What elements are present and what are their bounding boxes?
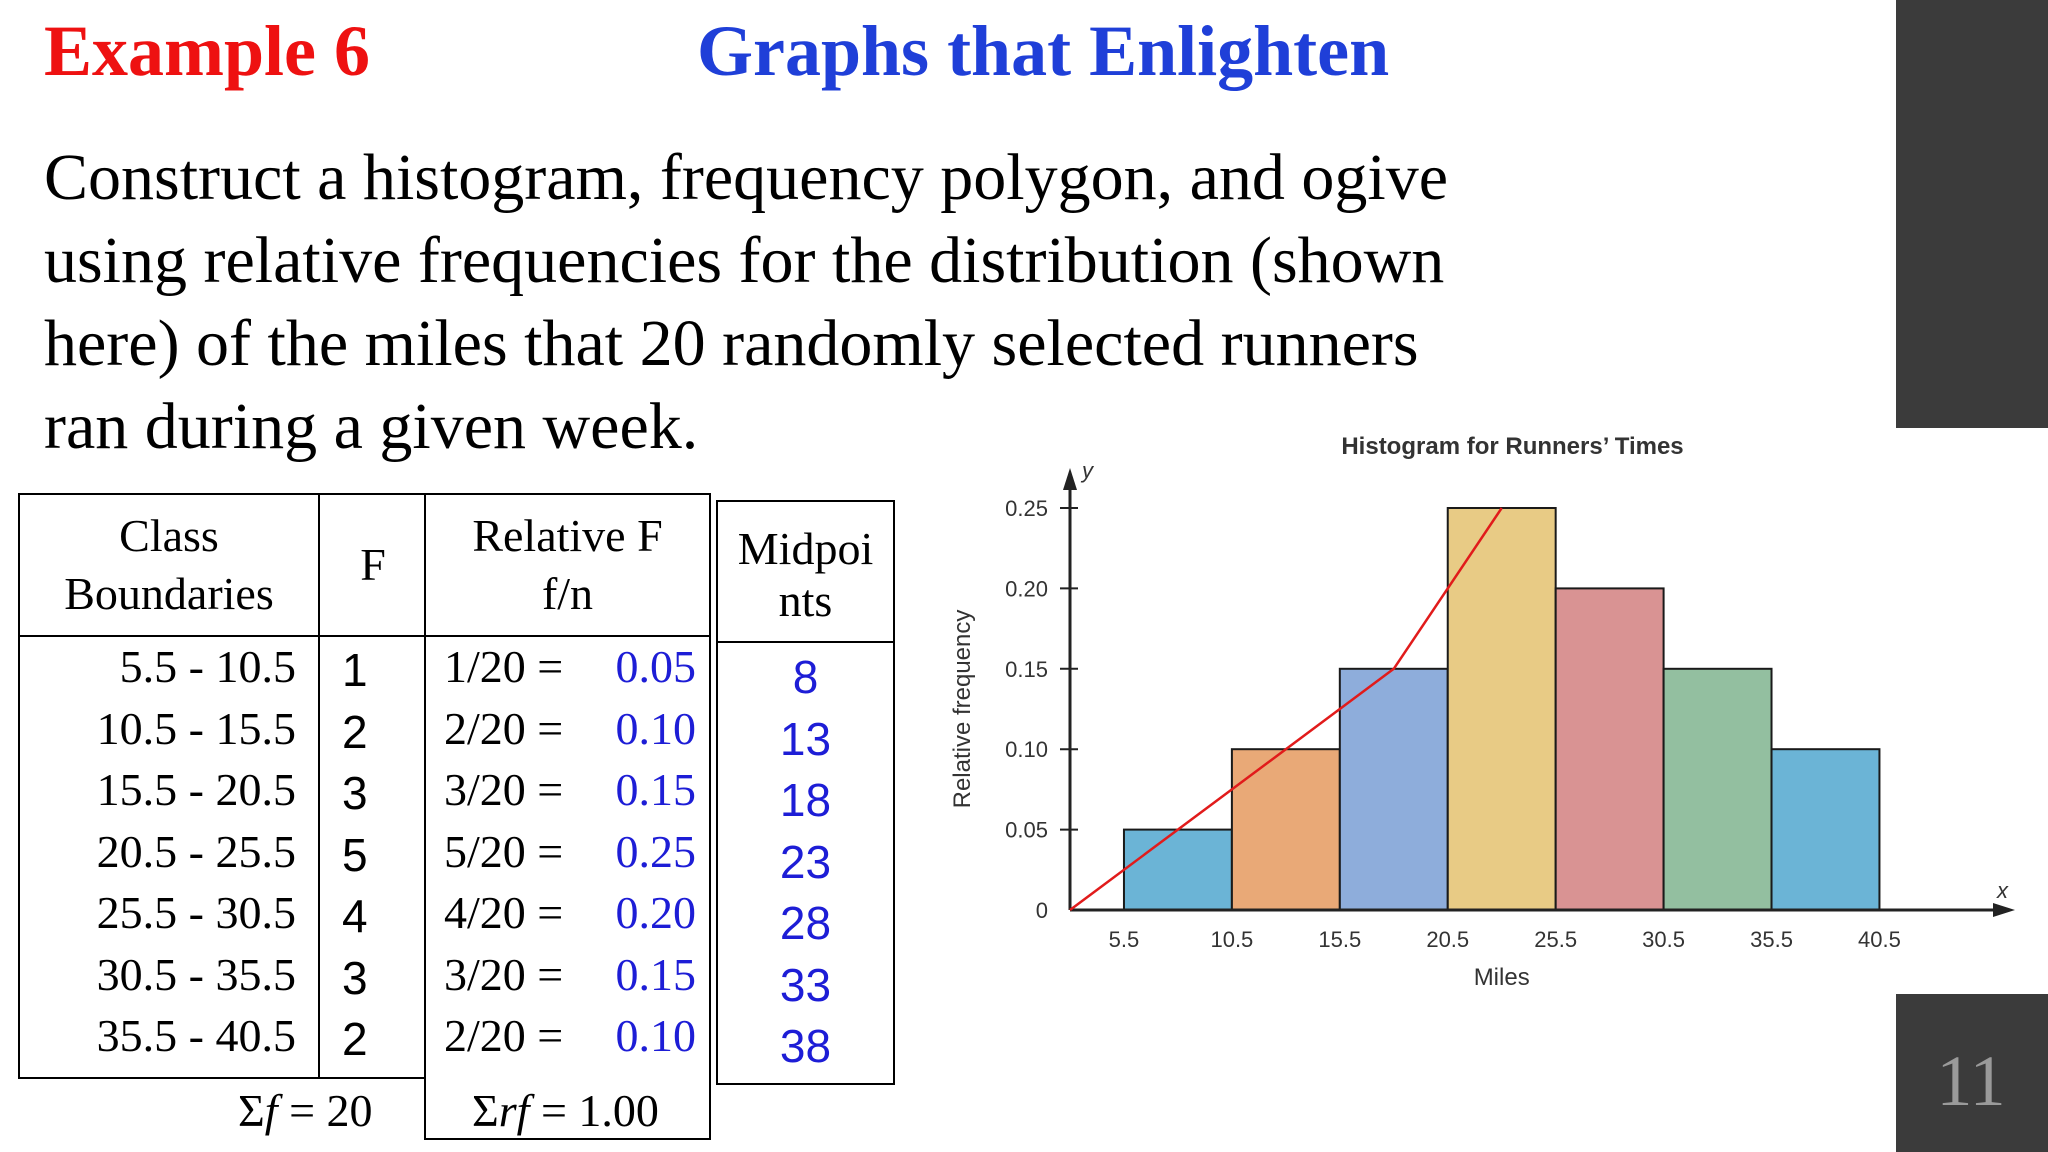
fraction-cell: 3/20 = [444, 764, 564, 815]
histogram-bar [1554, 587, 1665, 911]
relative-frequency-table: Relative F f/n 1/20 = 0.05 2/20 = 0.10 3/20 … [424, 493, 711, 1140]
x-tick-label: 20.5 [1426, 927, 1469, 952]
header-midpoints: Midpoi [737, 523, 874, 574]
y-tick-label: 0.15 [1005, 657, 1048, 682]
x-axis-letter: x [1996, 878, 2009, 903]
header-boundaries: Boundaries [64, 568, 274, 619]
fraction-cell: 5/20 = [444, 825, 564, 877]
fraction-cell: 2/20 = [444, 702, 564, 754]
histogram-chart: Histogram for Runners’ Times y x 0 0.05 0.10 0… [949, 433, 2015, 991]
relative-frequency-cell: 0.20 [615, 887, 697, 938]
fraction-cell: 3/20 = [444, 948, 564, 1000]
y-tick-label: 0.10 [1005, 737, 1048, 762]
x-tick-label: 25.5 [1534, 927, 1577, 952]
midpoint-cell: 28 [779, 897, 832, 949]
sum-var: f [264, 1085, 278, 1136]
relative-frequency-cell: 0.10 [615, 1010, 697, 1061]
page-title: Graphs that Enlighten [697, 11, 1390, 91]
sidebar-dark-bottom [1896, 994, 2048, 1152]
relative-frequency-cell: 0.05 [615, 641, 697, 692]
frequency-cell: 2 [342, 705, 368, 758]
x-tick-label: 5.5 [1109, 927, 1140, 952]
header-f: F [360, 539, 386, 590]
class-frequency-table: Class Boundaries F 5.5 - 10.5 1 10.5 - 15.… [18, 493, 426, 1079]
table-header [20, 495, 424, 637]
relative-frequency-cell: 0.25 [615, 825, 697, 877]
class-boundaries-cell: 10.5 - 15.5 [96, 702, 296, 754]
class-boundaries-cell: 5.5 - 10.5 [119, 641, 296, 692]
sum-symbol: Σ [472, 1085, 499, 1136]
midpoints-table: Midpoi nts 8 13 18 23 28 33 38 [716, 500, 895, 1085]
y-tick-label: 0.20 [1005, 576, 1048, 601]
frequency-cell: 5 [342, 828, 368, 881]
problem-line: ran during a given week. [44, 390, 699, 463]
x-tick-label: 10.5 [1210, 927, 1253, 952]
frequency-polygon-line [1069, 507, 1503, 912]
frequency-cell: 3 [342, 767, 368, 819]
x-tick-label: 15.5 [1318, 927, 1361, 952]
class-boundaries-cell: 30.5 - 35.5 [96, 948, 296, 1000]
y-axis-label: Relative frequency [949, 610, 976, 809]
midpoint-cell: 18 [779, 774, 832, 826]
header-relative-f: Relative F [472, 510, 663, 561]
midpoint-cell: 38 [779, 1020, 832, 1072]
class-boundaries-cell: 20.5 - 25.5 [96, 825, 296, 877]
fraction-cell: 1/20 = [444, 641, 564, 692]
midpoint-cell: 13 [779, 712, 832, 765]
x-tick-label: 30.5 [1642, 927, 1685, 952]
sum-rf: Σrf = 1.00 [472, 1084, 659, 1137]
y-axis-arrow [1063, 468, 1077, 490]
histogram-bar [1230, 748, 1341, 912]
midpoint-cell: 33 [779, 958, 832, 1011]
chart-title: Histogram for Runners’ Times [1341, 433, 1683, 460]
histogram-bar [1446, 507, 1557, 911]
table-header [718, 502, 893, 643]
x-tick-label: 35.5 [1750, 927, 1793, 952]
header-class: Class [119, 510, 219, 561]
midpoint-cell: 23 [779, 835, 832, 888]
y-tick-label: 0.25 [1005, 496, 1048, 521]
x-tick-label: 40.5 [1858, 927, 1901, 952]
sum-value: = 20 [277, 1085, 373, 1136]
problem-statement: Construct a histogram, frequency polygon… [44, 136, 1524, 468]
class-boundaries-cell: 25.5 - 30.5 [96, 887, 296, 938]
header-f-over-n: f/n [541, 568, 594, 619]
histogram-bar [1338, 667, 1449, 911]
fraction-cell: 4/20 = [444, 887, 564, 938]
sum-var: rf [498, 1085, 530, 1136]
histogram-bar [1770, 748, 1881, 912]
fraction-cell: 2/20 = [444, 1010, 564, 1061]
y-tick-label: 0.05 [1005, 818, 1048, 843]
x-axis-arrow [1993, 903, 2015, 917]
problem-line: using relative frequencies for the distr… [44, 224, 1445, 297]
class-boundaries-cell: 15.5 - 20.5 [96, 764, 296, 815]
table-header [426, 495, 709, 637]
midpoint-cell: 8 [792, 651, 819, 703]
sidebar-dark-top [1896, 0, 2048, 428]
problem-line: Construct a histogram, frequency polygon… [44, 141, 1449, 214]
frequency-cell: 1 [342, 644, 368, 696]
x-axis-label: Miles [1474, 964, 1530, 991]
class-boundaries-cell: 35.5 - 40.5 [96, 1010, 296, 1061]
sum-value: = 1.00 [529, 1085, 659, 1136]
frequency-cell: 3 [342, 951, 368, 1004]
histogram-bar [1122, 828, 1233, 912]
column-divider [318, 495, 320, 1077]
relative-frequency-cell: 0.15 [615, 948, 697, 1000]
sum-symbol: Σ [238, 1085, 265, 1136]
frequency-cell: 2 [342, 1013, 368, 1065]
page-number: 11 [1936, 1041, 2006, 1121]
histogram-bar [1662, 667, 1773, 911]
relative-frequency-cell: 0.15 [615, 764, 697, 815]
y-axis-letter: y [1080, 458, 1095, 483]
header-midpoints-cont: nts [778, 575, 833, 626]
example-label: Example 6 [44, 11, 371, 91]
frequency-cell: 4 [342, 890, 368, 942]
problem-line: here) of the miles that 20 randomly sele… [44, 307, 1419, 380]
relative-frequency-cell: 0.10 [615, 702, 697, 754]
y-tick-label: 0 [1036, 898, 1048, 923]
sum-f: Σf = 20 [238, 1084, 373, 1137]
